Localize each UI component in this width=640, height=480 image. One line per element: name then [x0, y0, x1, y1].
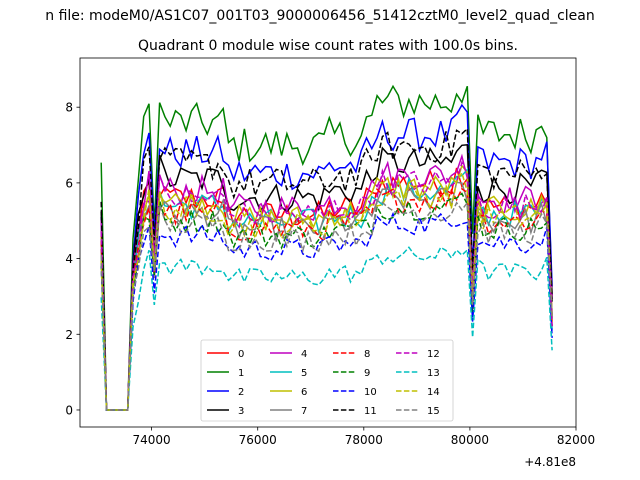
y-tick-label: 8: [65, 101, 73, 115]
x-tick-label: 74000: [133, 433, 171, 447]
chart-title: Quadrant 0 module wise count rates with …: [138, 38, 518, 54]
series-line-10: [100, 211, 553, 411]
x-offset-label: +4.81e8: [524, 455, 576, 469]
legend-label-2: 2: [238, 387, 244, 398]
series-line-14: [100, 171, 553, 411]
legend-label-9: 9: [364, 368, 370, 379]
x-tick-label: 80000: [451, 433, 489, 447]
y-tick-label: 2: [65, 328, 73, 342]
legend-label-13: 13: [427, 368, 440, 379]
series-line-15: [100, 199, 553, 411]
series-line-11: [100, 127, 553, 411]
series-line-13: [100, 246, 553, 411]
y-tick-label: 0: [65, 403, 73, 417]
x-tick-label: 82000: [557, 433, 595, 447]
legend-label-12: 12: [427, 349, 440, 360]
legend-label-10: 10: [364, 387, 377, 398]
series-line-12: [100, 160, 553, 411]
legend-label-5: 5: [301, 368, 307, 379]
series-line-2: [100, 103, 553, 411]
legend-label-0: 0: [238, 349, 244, 360]
plot-area: [100, 84, 553, 411]
legend-label-7: 7: [301, 406, 307, 417]
legend-label-14: 14: [427, 387, 440, 398]
axes-frame: [79, 57, 577, 428]
legend-label-6: 6: [301, 387, 307, 398]
legend-label-15: 15: [427, 406, 440, 417]
y-tick-label: 4: [65, 252, 73, 266]
x-tick-label: 76000: [239, 433, 277, 447]
legend-label-11: 11: [364, 406, 377, 417]
figure-suptitle: n file: modeM0/AS1C07_001T03_9000006456_…: [45, 8, 594, 24]
legend-label-1: 1: [238, 368, 244, 379]
series-line-1: [100, 84, 553, 411]
legend-label-8: 8: [364, 349, 370, 360]
legend-label-4: 4: [301, 349, 307, 360]
legend-label-3: 3: [238, 406, 244, 417]
series-line-9: [100, 192, 553, 411]
x-tick-label: 78000: [345, 433, 383, 447]
legend-box: [200, 339, 454, 422]
y-tick-label: 6: [65, 176, 73, 190]
